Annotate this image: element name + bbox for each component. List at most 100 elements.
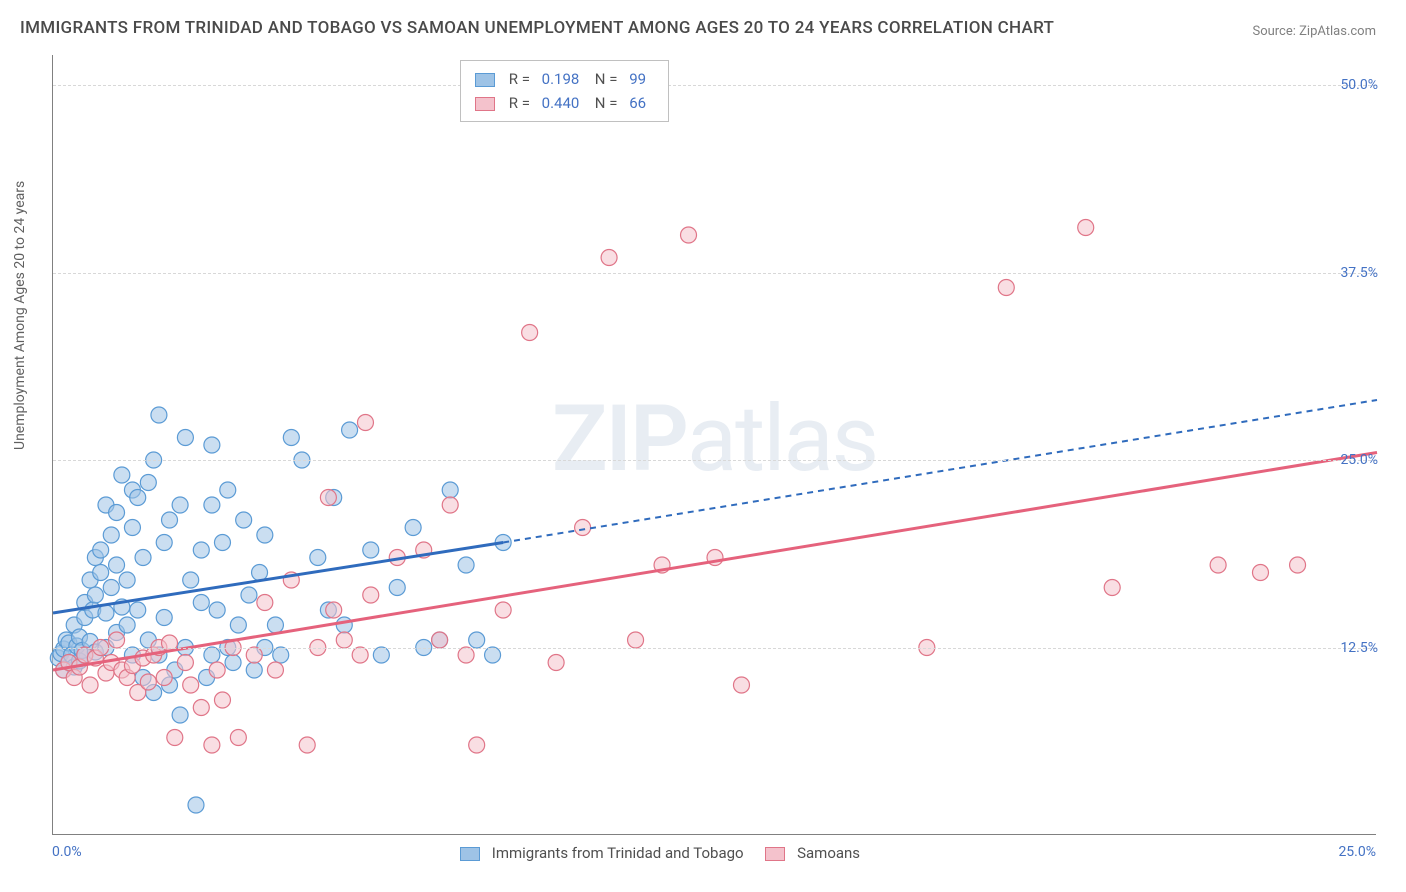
data-point bbox=[458, 557, 474, 573]
gridline bbox=[53, 85, 1376, 86]
data-point bbox=[172, 707, 188, 723]
data-point bbox=[733, 677, 749, 693]
data-point bbox=[267, 617, 283, 633]
data-point bbox=[283, 430, 299, 446]
data-point bbox=[485, 647, 501, 663]
scatter-svg bbox=[53, 55, 1376, 834]
data-point bbox=[151, 407, 167, 423]
data-point bbox=[204, 437, 220, 453]
data-point bbox=[267, 662, 283, 678]
data-point bbox=[209, 602, 225, 618]
data-point bbox=[124, 520, 140, 536]
data-point bbox=[1290, 557, 1306, 573]
data-point bbox=[140, 674, 156, 690]
data-point bbox=[204, 737, 220, 753]
data-point bbox=[469, 632, 485, 648]
data-point bbox=[188, 797, 204, 813]
data-point bbox=[167, 730, 183, 746]
data-point bbox=[225, 655, 241, 671]
data-point bbox=[241, 587, 257, 603]
data-point bbox=[119, 572, 135, 588]
data-point bbox=[130, 602, 146, 618]
data-point bbox=[320, 490, 336, 506]
data-point bbox=[357, 415, 373, 431]
data-point bbox=[442, 482, 458, 498]
data-point bbox=[98, 605, 114, 621]
data-point bbox=[103, 580, 119, 596]
data-point bbox=[998, 280, 1014, 296]
gridline bbox=[53, 648, 1376, 649]
bottom-legend: Immigrants from Trinidad and Tobago Samo… bbox=[460, 844, 860, 862]
data-point bbox=[119, 617, 135, 633]
data-point bbox=[373, 647, 389, 663]
gridline bbox=[53, 273, 1376, 274]
data-point bbox=[236, 512, 252, 528]
data-point bbox=[257, 595, 273, 611]
data-point bbox=[156, 670, 172, 686]
y-tick-label: 25.0% bbox=[1340, 452, 1378, 468]
data-point bbox=[87, 587, 103, 603]
correlation-stats-box: R = 0.198 N = 99 R = 0.440 N = 66 bbox=[460, 60, 669, 122]
data-point bbox=[204, 647, 220, 663]
data-point bbox=[93, 542, 109, 558]
data-point bbox=[469, 737, 485, 753]
data-point bbox=[156, 610, 172, 626]
data-point bbox=[1252, 565, 1268, 581]
data-point bbox=[204, 497, 220, 513]
y-axis-label: Unemployment Among Ages 20 to 24 years bbox=[12, 181, 28, 450]
data-point bbox=[162, 512, 178, 528]
data-point bbox=[193, 595, 209, 611]
x-tick-left: 0.0% bbox=[52, 844, 82, 860]
data-point bbox=[310, 550, 326, 566]
data-point bbox=[109, 557, 125, 573]
data-point bbox=[230, 617, 246, 633]
legend-swatch-2 bbox=[765, 847, 785, 861]
data-point bbox=[230, 730, 246, 746]
data-point bbox=[183, 677, 199, 693]
y-tick-label: 37.5% bbox=[1340, 265, 1378, 281]
data-point bbox=[130, 490, 146, 506]
data-point bbox=[246, 662, 262, 678]
data-point bbox=[389, 580, 405, 596]
trend-line bbox=[53, 453, 1377, 671]
data-point bbox=[601, 250, 617, 266]
data-point bbox=[177, 430, 193, 446]
plot-area: ZIPatlas bbox=[52, 55, 1376, 835]
data-point bbox=[681, 227, 697, 243]
trend-line-extrapolated bbox=[503, 400, 1377, 543]
data-point bbox=[172, 497, 188, 513]
legend-label-1: Immigrants from Trinidad and Tobago bbox=[492, 844, 744, 862]
stats-row-series-2: R = 0.440 N = 66 bbox=[475, 91, 654, 115]
data-point bbox=[193, 542, 209, 558]
data-point bbox=[326, 602, 342, 618]
swatch-series-1 bbox=[475, 73, 495, 87]
data-point bbox=[114, 467, 130, 483]
data-point bbox=[405, 520, 421, 536]
swatch-series-2 bbox=[475, 97, 495, 111]
data-point bbox=[575, 520, 591, 536]
data-point bbox=[252, 565, 268, 581]
data-point bbox=[495, 602, 511, 618]
data-point bbox=[273, 647, 289, 663]
data-point bbox=[156, 535, 172, 551]
data-point bbox=[93, 565, 109, 581]
data-point bbox=[209, 662, 225, 678]
data-point bbox=[103, 527, 119, 543]
data-point bbox=[628, 632, 644, 648]
data-point bbox=[432, 632, 448, 648]
data-point bbox=[214, 535, 230, 551]
data-point bbox=[109, 505, 125, 521]
data-point bbox=[82, 677, 98, 693]
data-point bbox=[442, 497, 458, 513]
stats-row-series-1: R = 0.198 N = 99 bbox=[475, 67, 654, 91]
data-point bbox=[140, 475, 156, 491]
data-point bbox=[1104, 580, 1120, 596]
data-point bbox=[342, 422, 358, 438]
source-attribution: Source: ZipAtlas.com bbox=[1252, 24, 1376, 39]
data-point bbox=[299, 737, 315, 753]
legend-label-2: Samoans bbox=[797, 844, 860, 862]
data-point bbox=[1078, 220, 1094, 236]
data-point bbox=[548, 655, 564, 671]
chart-title: IMMIGRANTS FROM TRINIDAD AND TOBAGO VS S… bbox=[20, 18, 1054, 38]
data-point bbox=[336, 617, 352, 633]
